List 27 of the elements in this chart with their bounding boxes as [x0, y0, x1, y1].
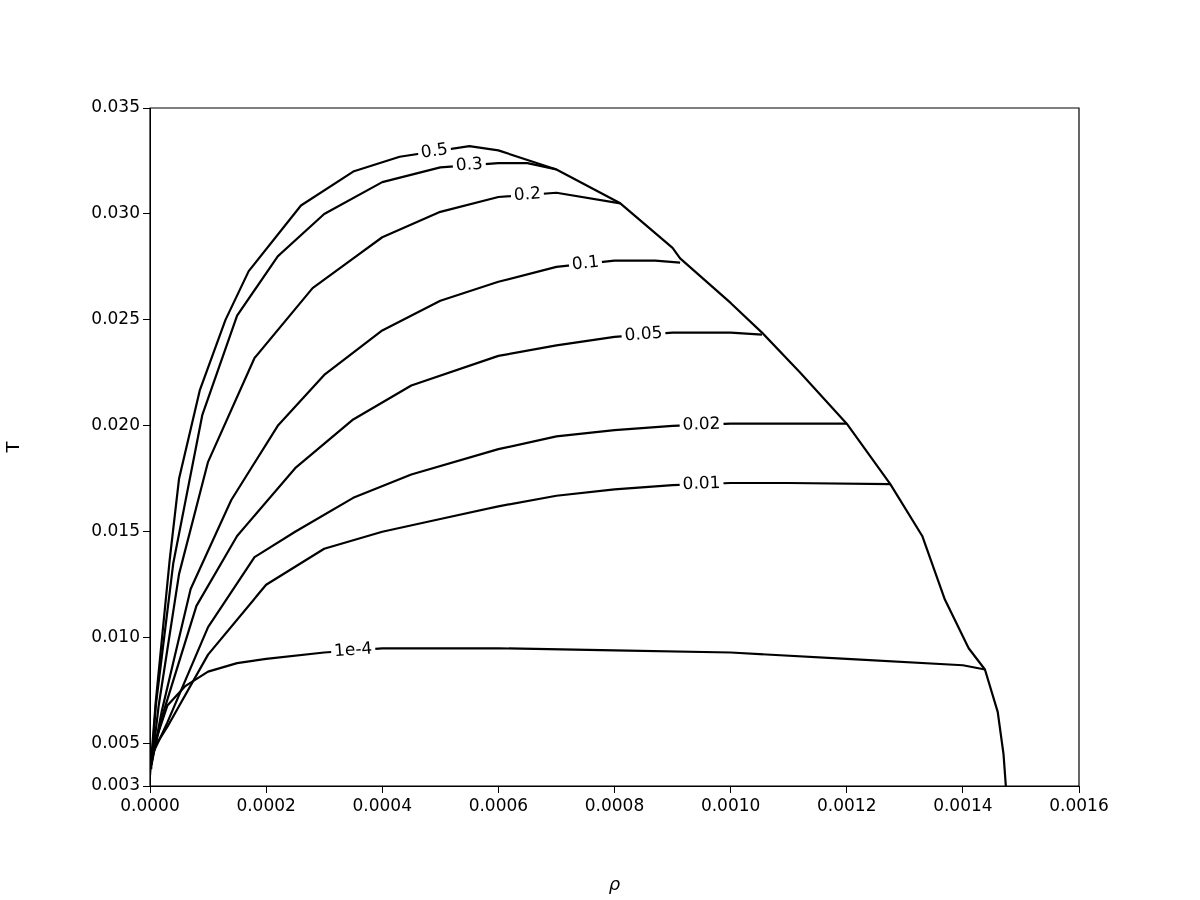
y-axis-title: T [2, 440, 24, 454]
x-tick-label: 0.0016 [1049, 794, 1109, 815]
x-tick-label: 0.0014 [933, 794, 993, 815]
x-tick-label: 0.0000 [120, 794, 180, 815]
y-tick-label: 0.030 [91, 202, 140, 223]
x-tick-label: 0.0004 [352, 794, 412, 815]
x-tick-label: 0.0012 [817, 794, 877, 815]
y-tick-label: 0.020 [91, 414, 140, 435]
series-label: 0.2 [513, 182, 542, 205]
series-label: 0.05 [623, 321, 664, 345]
x-tick-label: 0.0006 [468, 794, 529, 815]
y-tick-label: 0.025 [91, 308, 140, 329]
y-tick-label: 0.005 [91, 732, 140, 753]
text: 0.5 [419, 137, 450, 162]
text: 0.1 [570, 250, 600, 274]
y-tick-label: 0.035 [91, 96, 140, 117]
series-label: 0.02 [682, 412, 721, 434]
series-label: 0.01 [682, 471, 721, 494]
y-tick-label: 0.010 [91, 626, 140, 647]
x-tick-label: 0.0010 [700, 794, 761, 815]
x-axis-title: ρ [608, 872, 621, 894]
x-tick-label: 0.0002 [236, 794, 296, 815]
y-tick-label: 0.003 [91, 774, 140, 795]
series-label: 1e-4 [333, 637, 373, 661]
series-label: 0.3 [455, 152, 484, 175]
x-tick-label: 0.0008 [584, 794, 645, 815]
y-tick-label: 0.015 [91, 520, 140, 541]
